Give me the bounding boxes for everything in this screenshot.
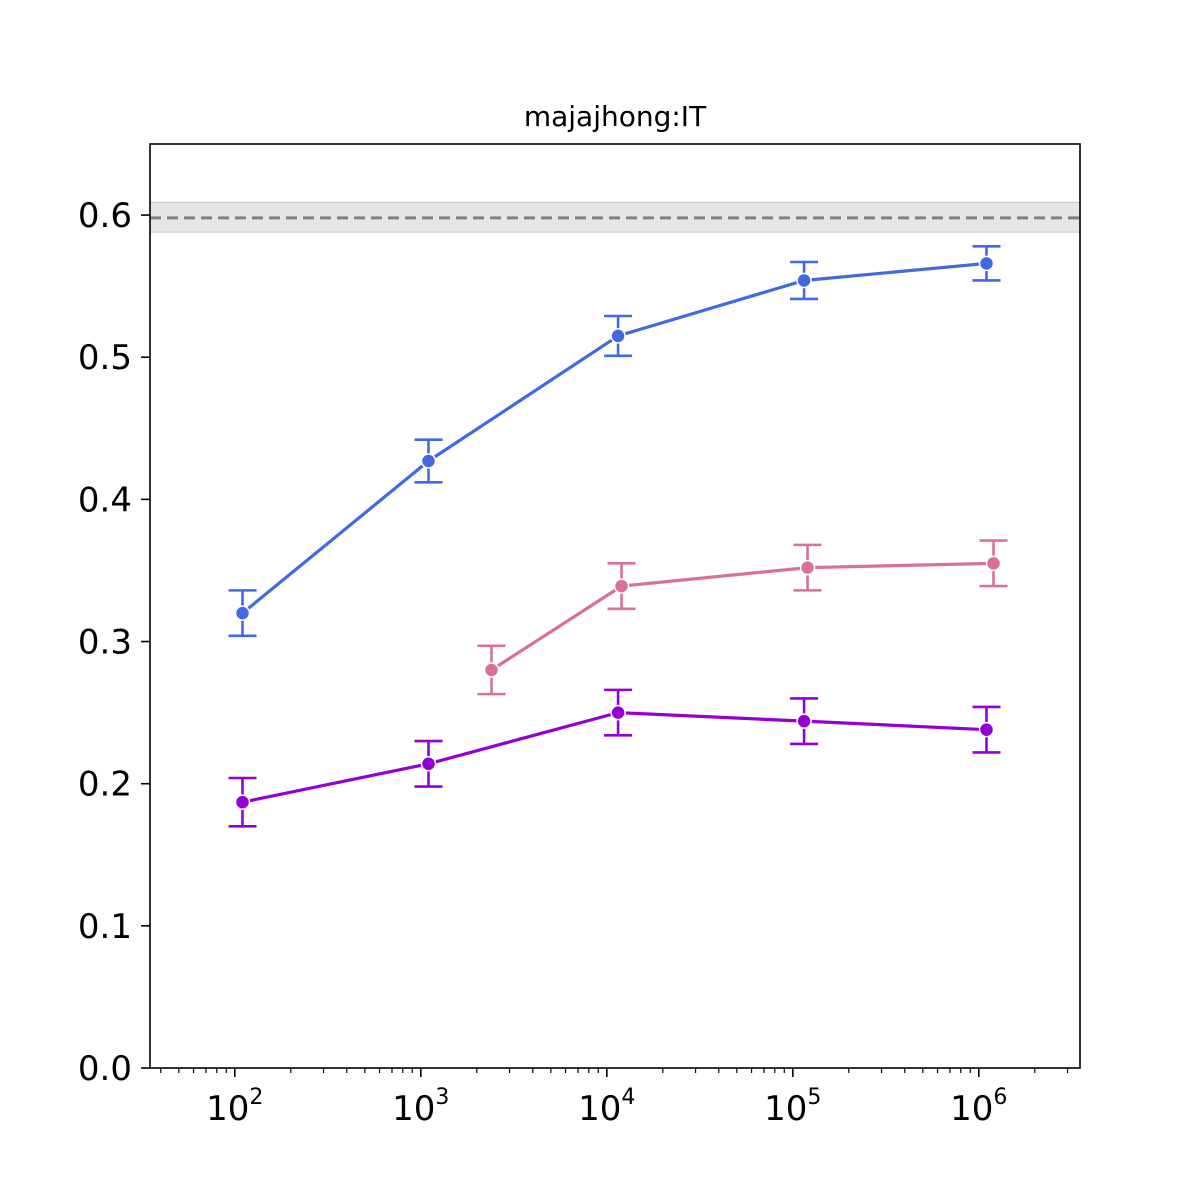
y-tick-label: 0.3 (78, 623, 132, 663)
series-3-line (242, 711, 987, 804)
y-tick-label: 0.5 (78, 338, 132, 378)
y-tick-label: 0.0 (78, 1049, 132, 1089)
data-point (420, 756, 437, 772)
data-point (610, 328, 626, 344)
data-point (978, 255, 995, 272)
data-point (796, 713, 812, 729)
y-tick-label: 0.4 (78, 480, 132, 520)
axes: 0.0 0.1 0.2 0.3 0.4 0.5 0.6 102 103 104 105 106 (78, 196, 1069, 1129)
data-point (613, 578, 630, 594)
series-1 (228, 245, 1001, 638)
data-point (985, 555, 1002, 572)
data-point (796, 272, 812, 289)
data-point (483, 662, 500, 678)
x-tick-label: 106 (950, 1085, 1007, 1129)
plot-area (149, 201, 1081, 828)
plot-frame (149, 143, 1081, 1069)
x-tick-label: 102 (206, 1085, 263, 1129)
data-point (978, 721, 995, 738)
x-tick-label: 103 (392, 1085, 449, 1129)
data-point (799, 559, 816, 576)
x-tick-label: 104 (578, 1085, 635, 1129)
data-point (234, 605, 251, 621)
y-tick-label: 0.2 (78, 765, 132, 805)
chart-title: majajhong:IT (524, 100, 707, 133)
series-2 (477, 539, 1008, 696)
x-tick-label: 105 (764, 1085, 821, 1129)
series-3 (228, 688, 1001, 828)
data-point (420, 453, 437, 469)
y-tick-label: 0.1 (78, 907, 132, 947)
data-point (610, 704, 626, 721)
series-2-line (490, 561, 994, 672)
y-tick-label: 0.6 (78, 196, 132, 236)
data-point (234, 794, 251, 810)
